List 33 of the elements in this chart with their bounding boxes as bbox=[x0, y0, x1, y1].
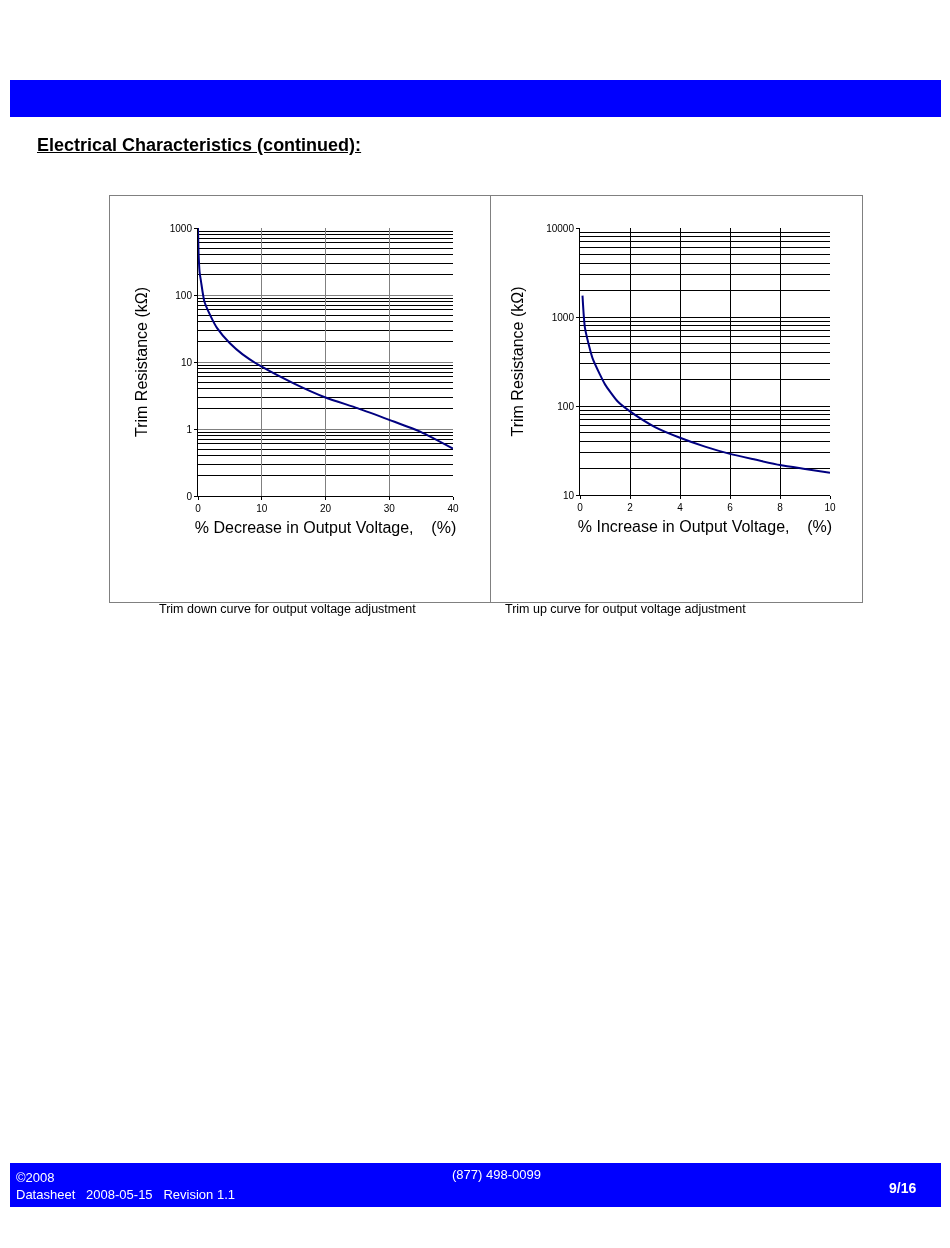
y-tick-label: 1000 bbox=[169, 222, 193, 234]
x-tick-label: 30 bbox=[383, 503, 396, 514]
x-tick-label: 2 bbox=[627, 502, 634, 513]
x-tick-label: 20 bbox=[319, 503, 332, 514]
x-axis-title: % Decrease in Output Voltage, (%) bbox=[194, 518, 457, 536]
x-tick-label: 0 bbox=[195, 503, 202, 514]
y-tick-label: 1 bbox=[186, 423, 193, 435]
x-tick-label: 4 bbox=[677, 502, 684, 513]
y-tick-label: 1000 bbox=[551, 311, 575, 323]
x-tick-label: 40 bbox=[447, 503, 459, 514]
line-series bbox=[198, 228, 453, 450]
text: Electrical Characteristics (continued): bbox=[37, 135, 362, 156]
x-tick-label: 0 bbox=[577, 502, 584, 513]
y-tick-label: 100 bbox=[557, 400, 575, 412]
y-axis-title: Trim Resistance (kΩ) bbox=[509, 286, 527, 437]
x-axis-title: % Increase in Output Voltage, (%) bbox=[577, 517, 833, 535]
y-tick-label: 10000 bbox=[546, 222, 575, 234]
x-tick-label: 10 bbox=[824, 502, 836, 513]
y-tick-label: 10 bbox=[180, 356, 193, 368]
y-tick-label: 100 bbox=[175, 289, 193, 301]
text: Trim up curve for output voltage adjustment bbox=[505, 602, 746, 616]
x-tick-label: 8 bbox=[777, 502, 784, 513]
y-axis-title: Trim Resistance (kΩ) bbox=[132, 286, 150, 438]
text: Datasheet 2008-05-15 Revision 1.1 bbox=[16, 1187, 235, 1202]
line-series bbox=[581, 294, 830, 474]
text: (877) 498-0099 bbox=[452, 1167, 541, 1182]
text: ©2008 bbox=[16, 1170, 55, 1185]
y-tick-label: 10 bbox=[562, 489, 575, 501]
text: Trim down curve for output voltage adjustment bbox=[159, 602, 416, 616]
x-tick-label: 6 bbox=[727, 502, 734, 513]
x-tick-label: 10 bbox=[256, 503, 268, 514]
text: 9/16 bbox=[889, 1180, 917, 1196]
y-tick-label: 0 bbox=[186, 490, 193, 502]
